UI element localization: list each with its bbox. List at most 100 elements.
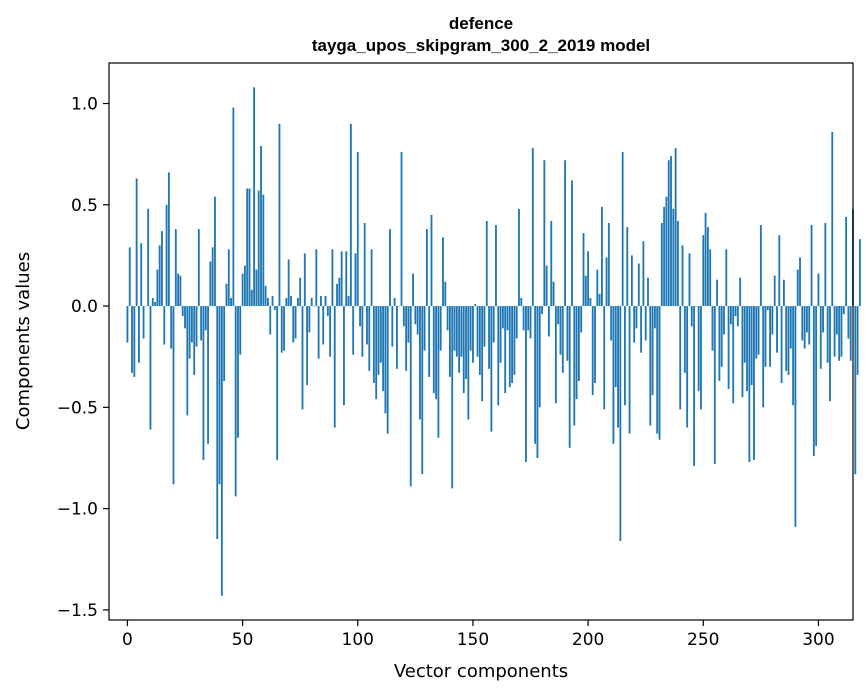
bar xyxy=(826,306,829,363)
bar xyxy=(324,295,327,307)
bar xyxy=(370,249,373,307)
bar xyxy=(670,156,672,307)
bar xyxy=(308,306,311,333)
bar xyxy=(264,285,267,307)
bar xyxy=(630,255,633,307)
bar xyxy=(262,194,265,307)
bar xyxy=(349,123,352,307)
bar xyxy=(529,306,532,339)
bar xyxy=(465,306,467,379)
bar xyxy=(580,306,583,333)
bar xyxy=(656,306,659,434)
bar xyxy=(179,275,182,307)
bar xyxy=(483,306,486,347)
bar xyxy=(552,281,555,307)
bar xyxy=(336,283,338,307)
bar xyxy=(409,306,412,487)
bar xyxy=(640,306,643,353)
bar xyxy=(637,263,640,307)
bar xyxy=(596,269,599,307)
bar xyxy=(743,306,746,363)
bar xyxy=(511,306,514,384)
bar xyxy=(683,306,686,373)
bar xyxy=(446,306,449,331)
bar xyxy=(207,306,209,444)
x-tick-label: 100 xyxy=(342,630,374,650)
bar xyxy=(856,306,859,375)
bar xyxy=(771,306,774,335)
bar xyxy=(789,306,792,349)
bar xyxy=(702,235,705,307)
bar xyxy=(686,306,689,428)
bar xyxy=(186,306,189,416)
bar xyxy=(538,306,541,408)
bar xyxy=(200,306,203,341)
bar xyxy=(428,306,431,377)
bar xyxy=(246,188,249,307)
bar xyxy=(237,306,239,438)
bar xyxy=(697,306,700,392)
bar xyxy=(769,306,771,367)
bar xyxy=(391,306,394,347)
bar xyxy=(393,297,396,307)
bar xyxy=(812,306,815,456)
bar xyxy=(377,306,380,375)
bar xyxy=(674,148,677,307)
bar xyxy=(430,214,433,307)
bar xyxy=(589,297,592,307)
bar xyxy=(382,306,385,392)
bar xyxy=(303,253,306,307)
bar xyxy=(690,306,693,327)
bar xyxy=(849,306,852,361)
bar xyxy=(476,306,479,357)
bar xyxy=(633,306,636,343)
bar xyxy=(566,306,569,361)
bar xyxy=(571,180,573,307)
bar xyxy=(619,306,622,541)
bar xyxy=(172,306,175,485)
bars-group xyxy=(126,87,861,596)
bar xyxy=(356,152,359,307)
bar xyxy=(801,306,804,341)
bar xyxy=(174,229,177,307)
bar xyxy=(518,208,520,307)
bar xyxy=(755,306,758,359)
bar xyxy=(184,306,186,329)
bar xyxy=(628,306,631,434)
bar xyxy=(736,306,739,327)
bar xyxy=(660,223,663,307)
bar xyxy=(858,239,861,307)
bar xyxy=(188,306,191,359)
bar xyxy=(135,178,138,307)
bar xyxy=(550,220,553,307)
bar xyxy=(451,306,454,489)
bar xyxy=(167,172,170,307)
bar xyxy=(151,297,154,307)
bar xyxy=(407,306,410,343)
bar xyxy=(220,306,223,596)
bar xyxy=(177,273,180,307)
bar xyxy=(416,306,419,335)
bar xyxy=(746,306,748,392)
bar xyxy=(621,152,624,307)
x-axis-label: Vector components xyxy=(394,661,568,682)
bar xyxy=(817,273,820,307)
bar xyxy=(326,306,329,317)
y-tick-label: 0.5 xyxy=(71,196,98,216)
bar xyxy=(713,306,716,465)
bar xyxy=(548,306,550,337)
bar xyxy=(495,225,497,307)
bar xyxy=(384,306,387,414)
bar xyxy=(838,306,841,361)
bar xyxy=(276,306,279,460)
bar xyxy=(647,277,649,307)
bar xyxy=(527,306,530,331)
bar xyxy=(626,227,629,307)
bar xyxy=(663,206,666,307)
bar xyxy=(278,123,281,307)
bar xyxy=(808,306,811,345)
bar xyxy=(269,306,272,335)
bar xyxy=(345,251,348,307)
bar xyxy=(773,275,776,307)
bar xyxy=(568,306,571,448)
